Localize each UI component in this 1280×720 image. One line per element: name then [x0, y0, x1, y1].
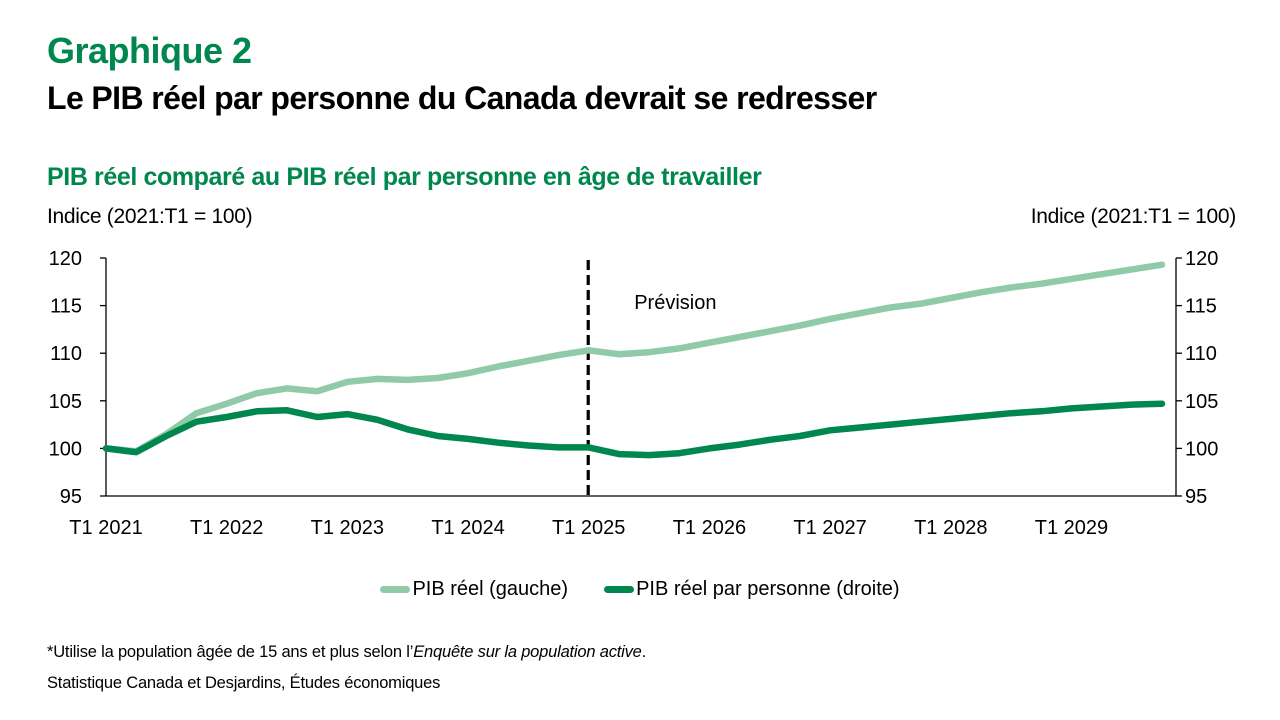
y-tick-label-right: 115: [1185, 296, 1217, 318]
y-tick-label-right: 110: [1185, 343, 1217, 365]
series-line-real-gdp-per-person: [102, 400, 1166, 459]
legend-item-real-gdp: PIB réel (gauche): [380, 578, 568, 601]
x-tick-label: T1 2023: [311, 517, 384, 539]
footnote-italic: Enquête sur la population active: [413, 643, 642, 661]
legend-swatch-real-gdp: [380, 586, 411, 593]
x-tick-label: T1 2028: [914, 517, 987, 539]
footnote-text: *Utilise la population âgée de 15 ans et…: [47, 643, 414, 661]
y-tick-label-left: 105: [49, 391, 82, 413]
legend: PIB réel (gauche) PIB réel par personne …: [0, 578, 1280, 601]
x-tick-label: T1 2029: [1035, 517, 1108, 539]
legend-label: PIB réel (gauche): [412, 578, 569, 600]
x-tick-label: T1 2024: [431, 517, 504, 539]
chart-title: PIB réel comparé au PIB réel par personn…: [47, 163, 762, 191]
chart-kicker: Graphique 2: [47, 30, 252, 71]
x-tick-label: T1 2021: [69, 517, 142, 539]
forecast-annotation: Prévision: [586, 260, 716, 496]
y-axis-left-ticks: 95 100 105 110 115 120: [49, 248, 106, 508]
y-tick-label-left: 110: [50, 343, 82, 365]
series-lines: [102, 261, 1166, 459]
x-tick-label: T1 2027: [793, 517, 866, 539]
chart-headline: Le PIB réel par personne du Canada devra…: [47, 80, 877, 116]
y-tick-label-left: 115: [50, 296, 82, 318]
forecast-label: Prévision: [634, 292, 716, 314]
y-tick-label-right: 120: [1185, 248, 1218, 270]
legend-label: PIB réel par personne (droite): [636, 578, 900, 600]
series-line-real-gdp: [102, 261, 1166, 455]
y-tick-label-right: 100: [1185, 438, 1218, 460]
y-tick-label-left: 100: [49, 438, 82, 460]
footnote-end: .: [641, 643, 647, 661]
footnote: *Utilise la population âgée de 15 ans et…: [47, 643, 646, 662]
y-axis-right-label: Indice (2021:T1 = 100): [1030, 205, 1237, 228]
y-tick-label-left: 95: [60, 486, 82, 508]
y-axis-left-label: Indice (2021:T1 = 100): [47, 205, 253, 228]
y-tick-label-left: 120: [49, 248, 82, 270]
y-tick-label-right: 95: [1185, 486, 1207, 508]
x-tick-label: T1 2022: [190, 517, 263, 539]
source-note: Statistique Canada et Desjardins, Études…: [47, 674, 441, 692]
x-axis-ticks: T1 2021 T1 2022 T1 2023 T1 2024 T1 2025 T1 20…: [69, 517, 1108, 539]
legend-item-real-gdp-per-person: PIB réel par personne (droite): [604, 578, 900, 601]
x-tick-label: T1 2026: [673, 517, 746, 539]
x-tick-label: T1 2025: [552, 517, 625, 539]
axes: [105, 258, 1177, 497]
y-tick-label-right: 105: [1185, 391, 1218, 413]
y-axis-right-ticks: 95 100 105 110 115 120: [1176, 248, 1218, 508]
legend-swatch-real-gdp-per-person: [604, 586, 635, 593]
